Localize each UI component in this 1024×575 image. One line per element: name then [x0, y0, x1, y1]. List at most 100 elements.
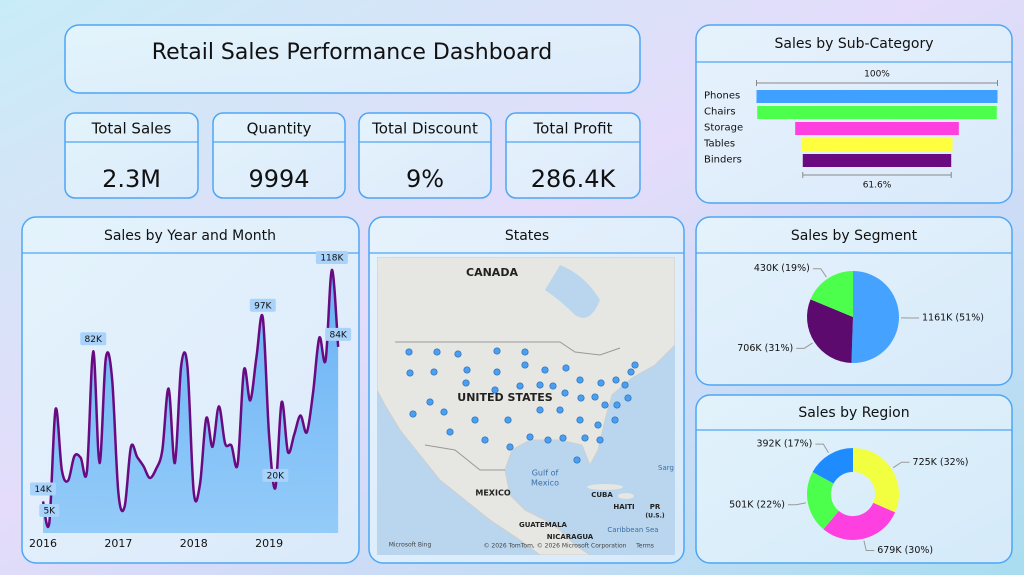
slice	[807, 299, 853, 363]
map-point	[544, 436, 552, 444]
value-label-box	[249, 298, 276, 312]
map-point	[516, 382, 524, 390]
map-point	[631, 361, 639, 369]
map-point	[611, 416, 619, 424]
panel-title: States	[505, 228, 549, 244]
map-point	[454, 350, 462, 358]
leader-line	[863, 540, 875, 551]
map-point	[433, 348, 441, 356]
value-label-box	[80, 332, 107, 346]
funnel-bar	[802, 154, 952, 167]
kpi-card	[358, 112, 492, 199]
map-point	[521, 348, 529, 356]
map-point	[409, 410, 417, 418]
map-point	[601, 401, 609, 409]
slice	[810, 271, 853, 317]
map-label: © 2026 TomTom, © 2026 Microsoft Corporat…	[484, 543, 627, 550]
map-point	[493, 347, 501, 355]
map-label: GUATEMALA	[519, 521, 567, 529]
map-point	[627, 368, 635, 376]
map-point	[562, 364, 570, 372]
map-island	[587, 484, 623, 490]
category-label: Storage	[704, 123, 743, 134]
value-label-box	[39, 504, 60, 518]
map-point	[481, 436, 489, 444]
value-label: 501K (22%)	[729, 499, 785, 510]
map-label: CUBA	[591, 491, 613, 499]
value-label: 84K	[329, 330, 347, 340]
map-bay	[545, 265, 600, 318]
panel-title: Sales by Year and Month	[104, 228, 276, 244]
category-label: Tables	[703, 139, 735, 150]
map-label: (U.S.)	[645, 513, 664, 520]
value-label: 430K (19%)	[754, 263, 810, 274]
kpi-value: 2.3M	[102, 165, 161, 193]
map-point	[549, 382, 557, 390]
map-point	[596, 436, 604, 444]
value-label-box	[262, 468, 289, 482]
kpi-label: Total Discount	[371, 120, 478, 138]
map-point	[624, 394, 632, 402]
map-point	[613, 401, 621, 409]
map-label: UNITED STATES	[457, 391, 552, 404]
slice	[851, 271, 900, 363]
map-point	[556, 406, 564, 414]
funnel-bar	[756, 90, 998, 103]
kpi-label: Quantity	[247, 120, 312, 138]
map-label: MEXICO	[475, 489, 510, 498]
map-label: Mexico	[531, 479, 559, 488]
kpi-value: 9%	[406, 165, 444, 193]
map-point	[612, 376, 620, 384]
map-point	[446, 428, 454, 436]
kpi-label: Total Profit	[533, 120, 613, 138]
value-label: 61.6%	[863, 181, 892, 191]
value-label: 82K	[85, 335, 103, 345]
map-point	[493, 368, 501, 376]
kpi-card	[505, 112, 641, 199]
value-label: 1161K (51%)	[922, 312, 984, 323]
map-point	[491, 386, 499, 394]
map-point	[621, 381, 629, 389]
value-label: 706K (31%)	[737, 343, 793, 354]
map-point	[430, 368, 438, 376]
map-label: HAITI	[613, 503, 634, 511]
leader-line	[815, 443, 829, 453]
map-point	[576, 416, 584, 424]
map-point	[440, 408, 448, 416]
map-point	[591, 393, 599, 401]
leader-line	[812, 268, 827, 278]
map-point	[597, 379, 605, 387]
value-label: 20K	[267, 471, 285, 481]
map-point	[559, 434, 567, 442]
value-label: 5K	[43, 507, 56, 517]
kpi-value: 286.4K	[531, 165, 617, 193]
panel-title: Sales by Segment	[791, 228, 918, 244]
slice	[807, 472, 839, 530]
map-point	[405, 348, 413, 356]
map-point	[541, 366, 549, 374]
map-point	[536, 381, 544, 389]
value-label-box	[30, 482, 56, 496]
map-point	[504, 416, 512, 424]
funnel-bar	[801, 138, 953, 151]
map-label: Terms	[635, 543, 654, 550]
map-point	[594, 421, 602, 429]
map-point	[561, 389, 569, 397]
map-point	[506, 443, 514, 451]
map-label: NICARAGUA	[547, 533, 594, 541]
map-label: Gulf of	[532, 469, 559, 478]
panel-title: Sales by Sub-Category	[775, 36, 934, 52]
map-point	[577, 394, 585, 402]
panel-title: Sales by Region	[798, 405, 909, 421]
kpi-value: 9994	[248, 165, 309, 193]
leader-line	[796, 342, 813, 349]
x-tick-label: 2018	[180, 537, 208, 550]
line	[41, 268, 340, 528]
value-label: 14K	[34, 485, 52, 495]
map-points	[405, 347, 639, 464]
map-label: Caribbean Sea	[607, 526, 658, 534]
map-border	[395, 341, 621, 356]
x-tick-label: 2017	[104, 537, 132, 550]
